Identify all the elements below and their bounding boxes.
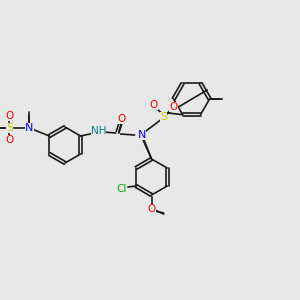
Text: O: O: [5, 135, 14, 145]
Text: N: N: [25, 123, 34, 133]
Text: NH: NH: [91, 126, 106, 136]
Text: O: O: [5, 111, 14, 121]
Text: O: O: [149, 100, 158, 110]
Text: N: N: [137, 130, 146, 140]
Text: O: O: [148, 204, 156, 214]
Text: S: S: [6, 123, 13, 133]
Text: Cl: Cl: [117, 184, 127, 194]
Text: S: S: [160, 112, 167, 122]
Text: O: O: [169, 102, 178, 112]
Text: O: O: [118, 114, 126, 124]
